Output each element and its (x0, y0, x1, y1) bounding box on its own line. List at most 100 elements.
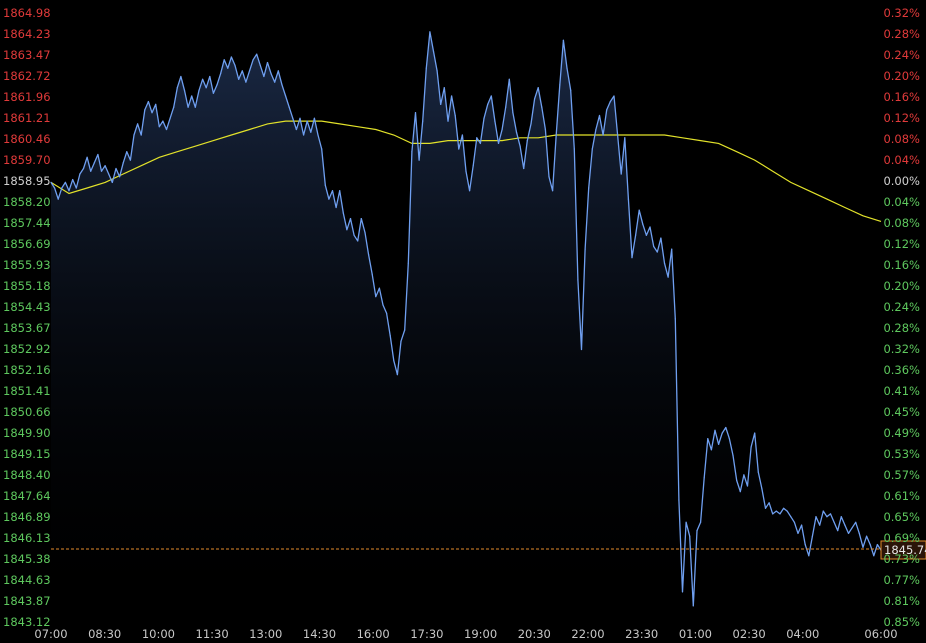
price-point (526, 140, 528, 142)
percent-tick-label: 0.32% (883, 342, 920, 356)
price-point (653, 245, 655, 248)
price-point (764, 507, 767, 509)
price-point (833, 521, 835, 523)
price-point (432, 50, 435, 53)
price-tick-label: 1849.15 (3, 447, 51, 461)
price-point (595, 128, 597, 131)
price-point (97, 153, 99, 156)
percent-tick-label: 0.20% (883, 69, 920, 83)
price-point (202, 78, 204, 80)
time-tick-label: 01:00 (679, 627, 712, 641)
price-point (826, 516, 828, 518)
price-point (815, 516, 817, 518)
price-point (515, 131, 518, 133)
price-point (476, 137, 478, 139)
price-point (494, 120, 496, 122)
price-point (317, 134, 319, 136)
price-point (544, 128, 547, 131)
percent-tick-label: 0.24% (883, 300, 920, 314)
time-tick-label: 17:30 (410, 627, 443, 641)
price-point (165, 128, 168, 131)
price-point (588, 187, 590, 189)
price-point (703, 477, 705, 479)
price-point (772, 513, 774, 515)
price-axis: 1864.98 1864.23 1863.47 1862.72 1861.96 1861.… (3, 6, 51, 629)
percent-tick-label: 0.81% (883, 594, 920, 608)
price-tick-label: 1855.93 (3, 258, 51, 272)
price-point (570, 89, 572, 91)
price-point (840, 516, 842, 518)
last-price-box[interactable] (880, 540, 926, 560)
price-point (461, 134, 463, 136)
price-point (736, 479, 738, 482)
percent-tick-label: 0.24% (883, 48, 920, 62)
price-tick-label: 1852.92 (3, 342, 51, 356)
price-point (173, 106, 175, 108)
price-tick-label: 1843.12 (3, 615, 51, 629)
price-tick-label: 1852.16 (3, 363, 51, 377)
price-point (631, 257, 633, 259)
time-tick-label: 14:30 (303, 627, 336, 641)
price-point (295, 128, 297, 131)
price-tick-label: 1846.89 (3, 510, 51, 524)
price-point (681, 591, 684, 593)
price-point (313, 117, 315, 119)
price-point (364, 231, 366, 234)
price-point (72, 179, 74, 181)
price-point (855, 521, 857, 523)
price-point (458, 148, 460, 150)
price-point (158, 126, 160, 128)
price-tick-label: 1861.96 (3, 90, 51, 104)
price-point (447, 120, 449, 122)
percent-tick-label: 0.16% (883, 90, 920, 104)
price-point (685, 521, 687, 523)
price-tick-label: 1857.44 (3, 216, 51, 230)
price-point (281, 84, 283, 86)
percent-axis: 0.32% 0.28% 0.24% 0.20% 0.16% 0.12% 0.08% 0.04%… (883, 6, 920, 629)
price-point (642, 223, 644, 225)
price-point (501, 128, 503, 131)
last-price-marker: 1845.74 (51, 540, 926, 560)
price-tick-label: 1848.40 (3, 468, 51, 482)
price-point (732, 454, 734, 456)
price-point (487, 103, 489, 105)
price-point (100, 170, 103, 172)
price-point (584, 248, 586, 250)
price-point (75, 187, 77, 189)
price-point (407, 262, 409, 264)
price-point (746, 485, 749, 487)
price-point (119, 176, 121, 178)
price-point (624, 137, 626, 139)
price-point (238, 78, 240, 80)
price-point (671, 248, 673, 250)
price-point (757, 471, 759, 473)
price-point (743, 474, 745, 476)
price-point (378, 287, 380, 289)
price-point (801, 524, 803, 526)
price-tick-label: 1854.43 (3, 300, 51, 314)
price-point (465, 170, 467, 172)
price-point (505, 106, 507, 108)
price-tick-label: 1844.63 (3, 573, 51, 587)
price-point (663, 262, 666, 264)
price-tick-label: 1864.98 (3, 6, 51, 20)
price-tick-label: 1847.64 (3, 489, 51, 503)
price-point (804, 544, 806, 546)
price-point (382, 304, 384, 306)
price-point (90, 170, 92, 172)
price-point (212, 92, 214, 94)
price-area-fill (51, 31, 881, 622)
price-point (335, 206, 337, 209)
time-tick-label: 11:30 (196, 627, 229, 641)
percent-tick-label: 0.28% (883, 27, 920, 41)
time-tick-label: 13:00 (249, 627, 282, 641)
time-tick-label: 10:00 (142, 627, 175, 641)
price-point (649, 226, 651, 228)
price-point (137, 123, 139, 125)
price-point (851, 527, 853, 529)
price-point (829, 513, 832, 515)
price-tick-label: 1855.18 (3, 279, 51, 293)
price-point (234, 64, 236, 66)
percent-tick-label: 0.16% (883, 258, 920, 272)
